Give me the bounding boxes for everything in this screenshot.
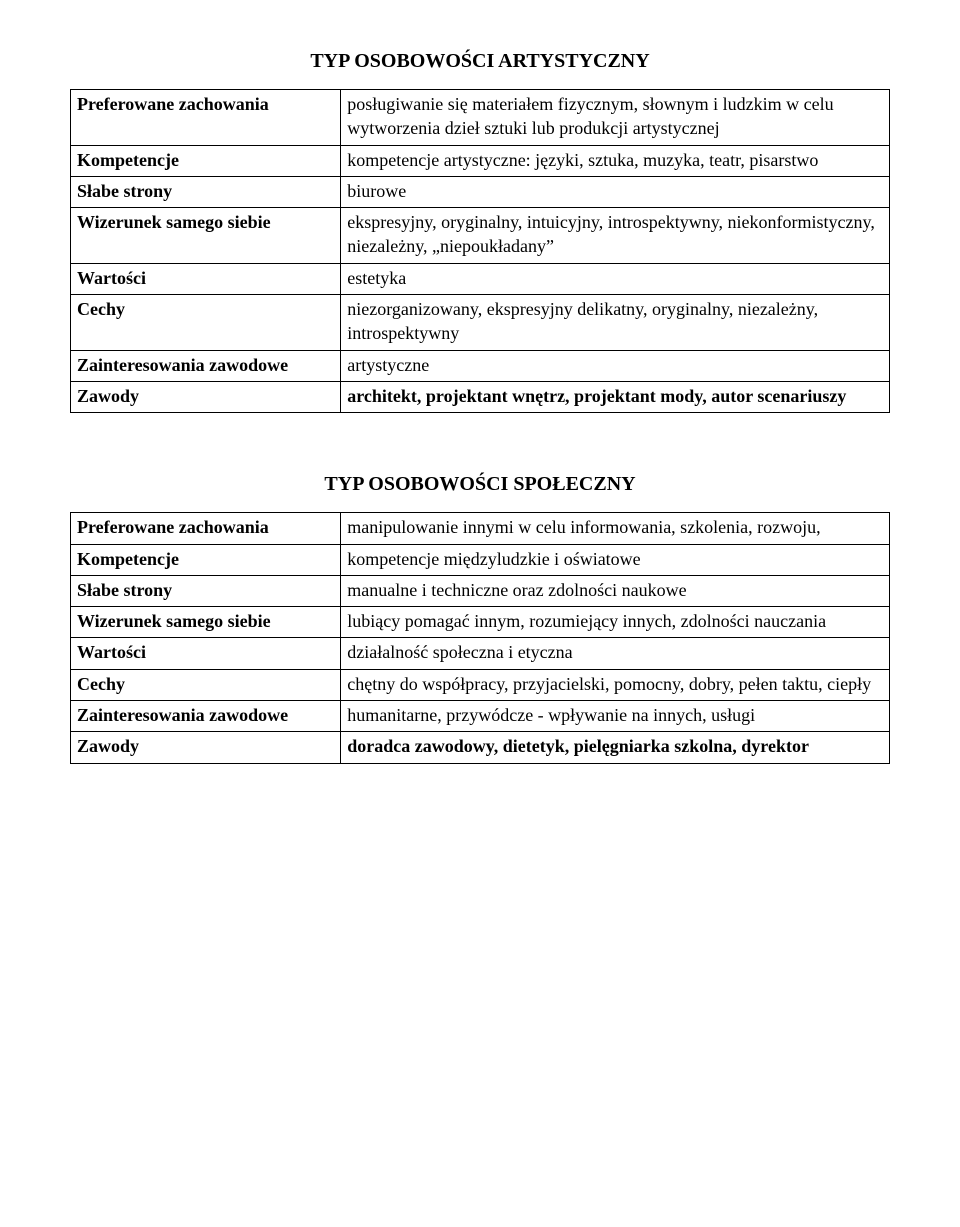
table-row: Zawodyarchitekt, projektant wnętrz, proj… bbox=[71, 381, 890, 412]
row-label: Cechy bbox=[71, 669, 341, 700]
table-row: Zainteresowania zawodoweartystyczne bbox=[71, 350, 890, 381]
section-title-1: TYP OSOBOWOŚCI ARTYSTYCZNY bbox=[70, 50, 890, 73]
table-row: Kompetencjekompetencje międzyludzkie i o… bbox=[71, 544, 890, 575]
row-label: Wizerunek samego siebie bbox=[71, 208, 341, 264]
table-row: Słabe stronymanualne i techniczne oraz z… bbox=[71, 575, 890, 606]
row-label: Zawody bbox=[71, 381, 341, 412]
row-label: Wartości bbox=[71, 638, 341, 669]
row-label: Preferowane zachowania bbox=[71, 90, 341, 146]
row-value: manipulowanie innymi w celu informowania… bbox=[341, 513, 890, 544]
row-label: Słabe strony bbox=[71, 575, 341, 606]
table-row: Cechyniezorganizowany, ekspresyjny delik… bbox=[71, 295, 890, 351]
table-row: Słabe stronybiurowe bbox=[71, 176, 890, 207]
row-value: lubiący pomagać innym, rozumiejący innyc… bbox=[341, 607, 890, 638]
row-value: estetyka bbox=[341, 263, 890, 294]
row-label: Zainteresowania zawodowe bbox=[71, 701, 341, 732]
row-label: Zainteresowania zawodowe bbox=[71, 350, 341, 381]
row-value: posługiwanie się materiałem fizycznym, s… bbox=[341, 90, 890, 146]
section-title-2: TYP OSOBOWOŚCI SPOŁECZNY bbox=[70, 473, 890, 496]
table-row: Preferowane zachowaniaposługiwanie się m… bbox=[71, 90, 890, 146]
row-value: architekt, projektant wnętrz, projektant… bbox=[341, 381, 890, 412]
row-value: humanitarne, przywódcze - wpływanie na i… bbox=[341, 701, 890, 732]
table-row: Wartościdziałalność społeczna i etyczna bbox=[71, 638, 890, 669]
row-value: działalność społeczna i etyczna bbox=[341, 638, 890, 669]
row-label: Wartości bbox=[71, 263, 341, 294]
row-value: ekspresyjny, oryginalny, intuicyjny, int… bbox=[341, 208, 890, 264]
row-label: Kompetencje bbox=[71, 544, 341, 575]
row-label: Słabe strony bbox=[71, 176, 341, 207]
row-value: kompetencje międzyludzkie i oświatowe bbox=[341, 544, 890, 575]
table-row: Zawodydoradca zawodowy, dietetyk, pielęg… bbox=[71, 732, 890, 763]
row-label: Preferowane zachowania bbox=[71, 513, 341, 544]
row-value: doradca zawodowy, dietetyk, pielęgniarka… bbox=[341, 732, 890, 763]
table-row: Wizerunek samego siebieekspresyjny, oryg… bbox=[71, 208, 890, 264]
row-value: kompetencje artystyczne: języki, sztuka,… bbox=[341, 145, 890, 176]
row-value: niezorganizowany, ekspresyjny delikatny,… bbox=[341, 295, 890, 351]
table-spoleczny: Preferowane zachowaniamanipulowanie inny… bbox=[70, 512, 890, 763]
table-row: Preferowane zachowaniamanipulowanie inny… bbox=[71, 513, 890, 544]
row-label: Zawody bbox=[71, 732, 341, 763]
row-value: biurowe bbox=[341, 176, 890, 207]
row-value: artystyczne bbox=[341, 350, 890, 381]
row-value: chętny do współpracy, przyjacielski, pom… bbox=[341, 669, 890, 700]
table-row: Wizerunek samego siebielubiący pomagać i… bbox=[71, 607, 890, 638]
table-artystyczny: Preferowane zachowaniaposługiwanie się m… bbox=[70, 89, 890, 413]
row-label: Cechy bbox=[71, 295, 341, 351]
row-label: Kompetencje bbox=[71, 145, 341, 176]
table-row: Kompetencjekompetencje artystyczne: języ… bbox=[71, 145, 890, 176]
table-row: Cechychętny do współpracy, przyjacielski… bbox=[71, 669, 890, 700]
row-value: manualne i techniczne oraz zdolności nau… bbox=[341, 575, 890, 606]
row-label: Wizerunek samego siebie bbox=[71, 607, 341, 638]
table-row: Zainteresowania zawodowehumanitarne, prz… bbox=[71, 701, 890, 732]
table-row: Wartościestetyka bbox=[71, 263, 890, 294]
